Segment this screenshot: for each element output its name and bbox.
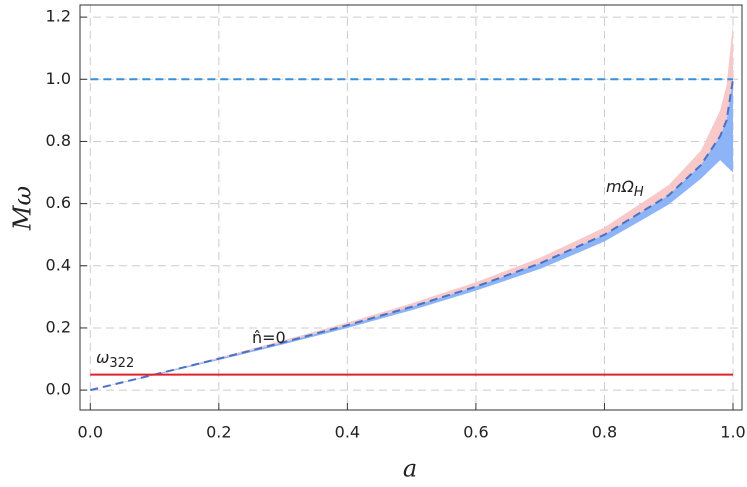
y-tick-label: 1.0 bbox=[46, 69, 71, 88]
x-axis-label: a bbox=[403, 455, 417, 483]
annotation-text: n̂=0 bbox=[252, 328, 286, 347]
plot bbox=[90, 23, 734, 392]
grid bbox=[80, 5, 742, 410]
line bbox=[90, 79, 734, 392]
annotation: n̂=0 bbox=[252, 328, 286, 347]
x-tick-label: 0.8 bbox=[592, 423, 617, 442]
x-tick-label: 0.0 bbox=[78, 423, 103, 442]
y-tick-label: 0.4 bbox=[46, 255, 71, 274]
annotation-subscript: H bbox=[634, 185, 644, 200]
y-tick-label: 0.2 bbox=[46, 317, 71, 336]
y-axis-label: Mω bbox=[9, 186, 37, 231]
frame bbox=[79, 4, 743, 411]
x-tick-label: 0.6 bbox=[463, 423, 488, 442]
x-tick-label: 0.2 bbox=[206, 423, 231, 442]
annotation: mΩH bbox=[606, 177, 644, 200]
band bbox=[90, 79, 734, 391]
x-tick-label: 1.0 bbox=[720, 423, 745, 442]
y-tick-label: 0.8 bbox=[46, 131, 71, 150]
annotation-text: mΩ bbox=[606, 177, 635, 196]
annotation-text: ω bbox=[96, 348, 109, 367]
y-tick-label: 0.6 bbox=[46, 193, 71, 212]
annotation-subscript: 322 bbox=[109, 356, 134, 371]
y-tick-label: 0.0 bbox=[46, 380, 71, 399]
annotation: ω322 bbox=[96, 348, 134, 371]
x-tick-label: 0.4 bbox=[335, 423, 360, 442]
y-tick-label: 1.2 bbox=[46, 7, 71, 26]
